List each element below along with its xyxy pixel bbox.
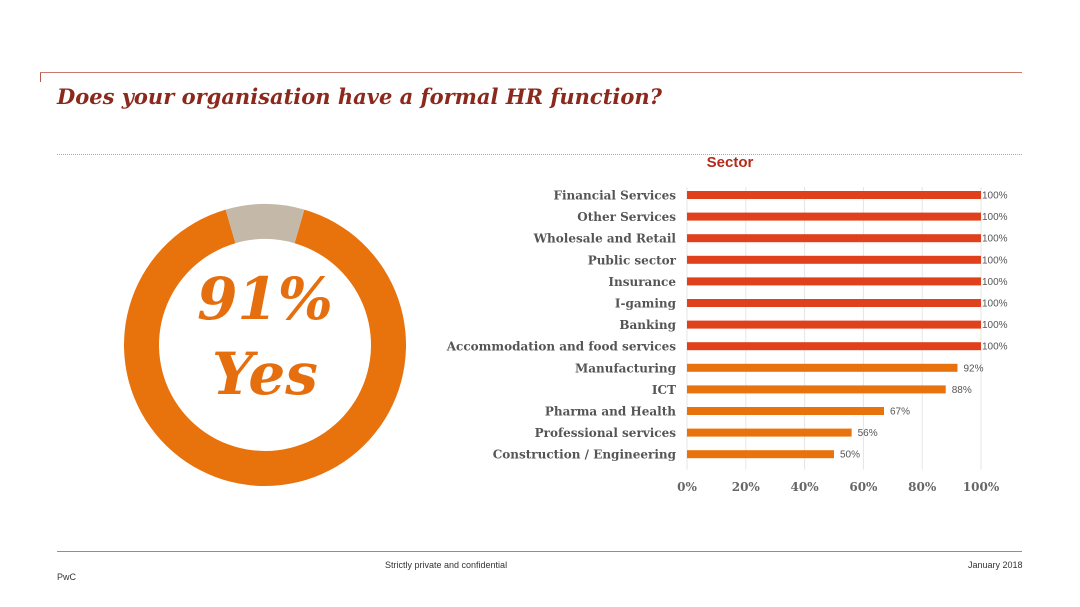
bar xyxy=(687,191,981,199)
bar xyxy=(687,363,958,372)
category-label: Pharma and Health xyxy=(545,405,676,419)
category-label: Construction / Engineering xyxy=(493,448,677,462)
category-label: Public sector xyxy=(588,253,677,267)
value-label: 100% xyxy=(982,212,1008,223)
footer-rule xyxy=(57,551,1022,552)
header-rule xyxy=(40,72,1022,73)
bar xyxy=(687,342,981,351)
x-tick-label: 100% xyxy=(963,480,1000,494)
category-label: Insurance xyxy=(608,275,676,289)
value-label: 100% xyxy=(982,277,1008,288)
bar xyxy=(687,277,981,286)
category-label: Wholesale and Retail xyxy=(533,232,677,246)
donut-answer-label: Yes xyxy=(212,340,318,408)
x-tick-label: 60% xyxy=(849,480,878,494)
x-tick-label: 40% xyxy=(791,480,820,494)
category-label: Accommodation and food services xyxy=(446,340,676,354)
value-label: 100% xyxy=(982,320,1008,331)
value-label: 92% xyxy=(963,363,983,374)
bar xyxy=(687,212,981,221)
footer-company: PwC xyxy=(57,572,77,582)
title-divider xyxy=(57,154,1022,155)
x-tick-label: 20% xyxy=(732,480,761,494)
bar xyxy=(687,407,884,415)
value-label: 56% xyxy=(858,428,878,439)
value-label: 100% xyxy=(982,299,1008,310)
category-label: Other Services xyxy=(577,210,676,224)
category-label: Professional services xyxy=(535,426,677,440)
donut-percent-label: 91% xyxy=(197,265,333,333)
bar xyxy=(687,234,981,243)
value-label: 100% xyxy=(982,234,1008,245)
value-label: 100% xyxy=(982,255,1008,266)
category-label: Manufacturing xyxy=(575,361,677,375)
footer-date: January 2018 xyxy=(968,560,1023,570)
donut-chart xyxy=(124,204,406,487)
bar xyxy=(687,450,834,459)
slide-title: Does your organisation have a formal HR … xyxy=(57,84,662,109)
bar xyxy=(687,428,852,437)
header-rule-tick xyxy=(40,72,41,82)
x-tick-label: 0% xyxy=(677,480,697,494)
footer-confidential: Strictly private and confidential xyxy=(385,560,508,570)
chart-title: Sector xyxy=(707,154,754,171)
category-label: Financial Services xyxy=(553,189,676,203)
bar xyxy=(687,255,981,264)
bar xyxy=(687,320,981,329)
value-label: 100% xyxy=(982,342,1008,353)
value-label: 88% xyxy=(952,385,972,396)
bar xyxy=(687,299,981,307)
value-label: 50% xyxy=(840,450,860,461)
category-label: Banking xyxy=(619,318,676,332)
bar xyxy=(687,385,946,394)
sector-bar-chart: Sector Financial Services 100% Other Servi… xyxy=(446,154,1008,494)
category-label: I-gaming xyxy=(615,297,677,311)
donut-segment-no xyxy=(225,204,305,244)
category-label: ICT xyxy=(652,383,676,397)
x-tick-label: 80% xyxy=(908,480,937,494)
value-label: 100% xyxy=(982,191,1008,202)
value-label: 67% xyxy=(890,407,910,418)
